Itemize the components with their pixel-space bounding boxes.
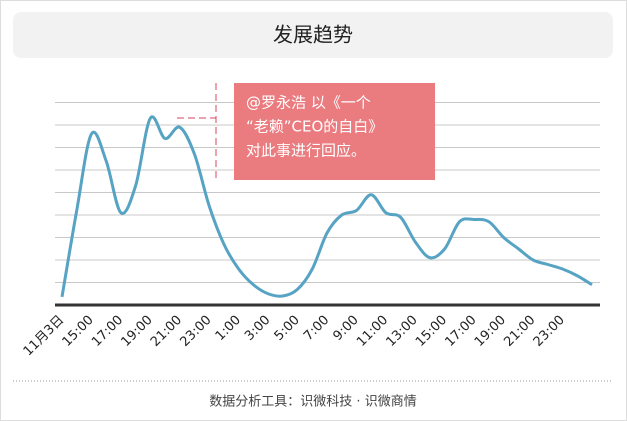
title-bar [13,12,613,58]
annotation-text: “老赖”CEO的自白》 [246,118,383,136]
footer: 数据分析工具：识微科技 · 识微商情 [209,395,416,410]
chart-title: 发展趋势 [273,23,353,47]
annotation-text: @罗永浩 以《一个 [246,94,371,112]
annotation-text: 对此事进行回应。 [246,142,366,160]
annotation-box [234,83,435,180]
line [60,115,593,298]
